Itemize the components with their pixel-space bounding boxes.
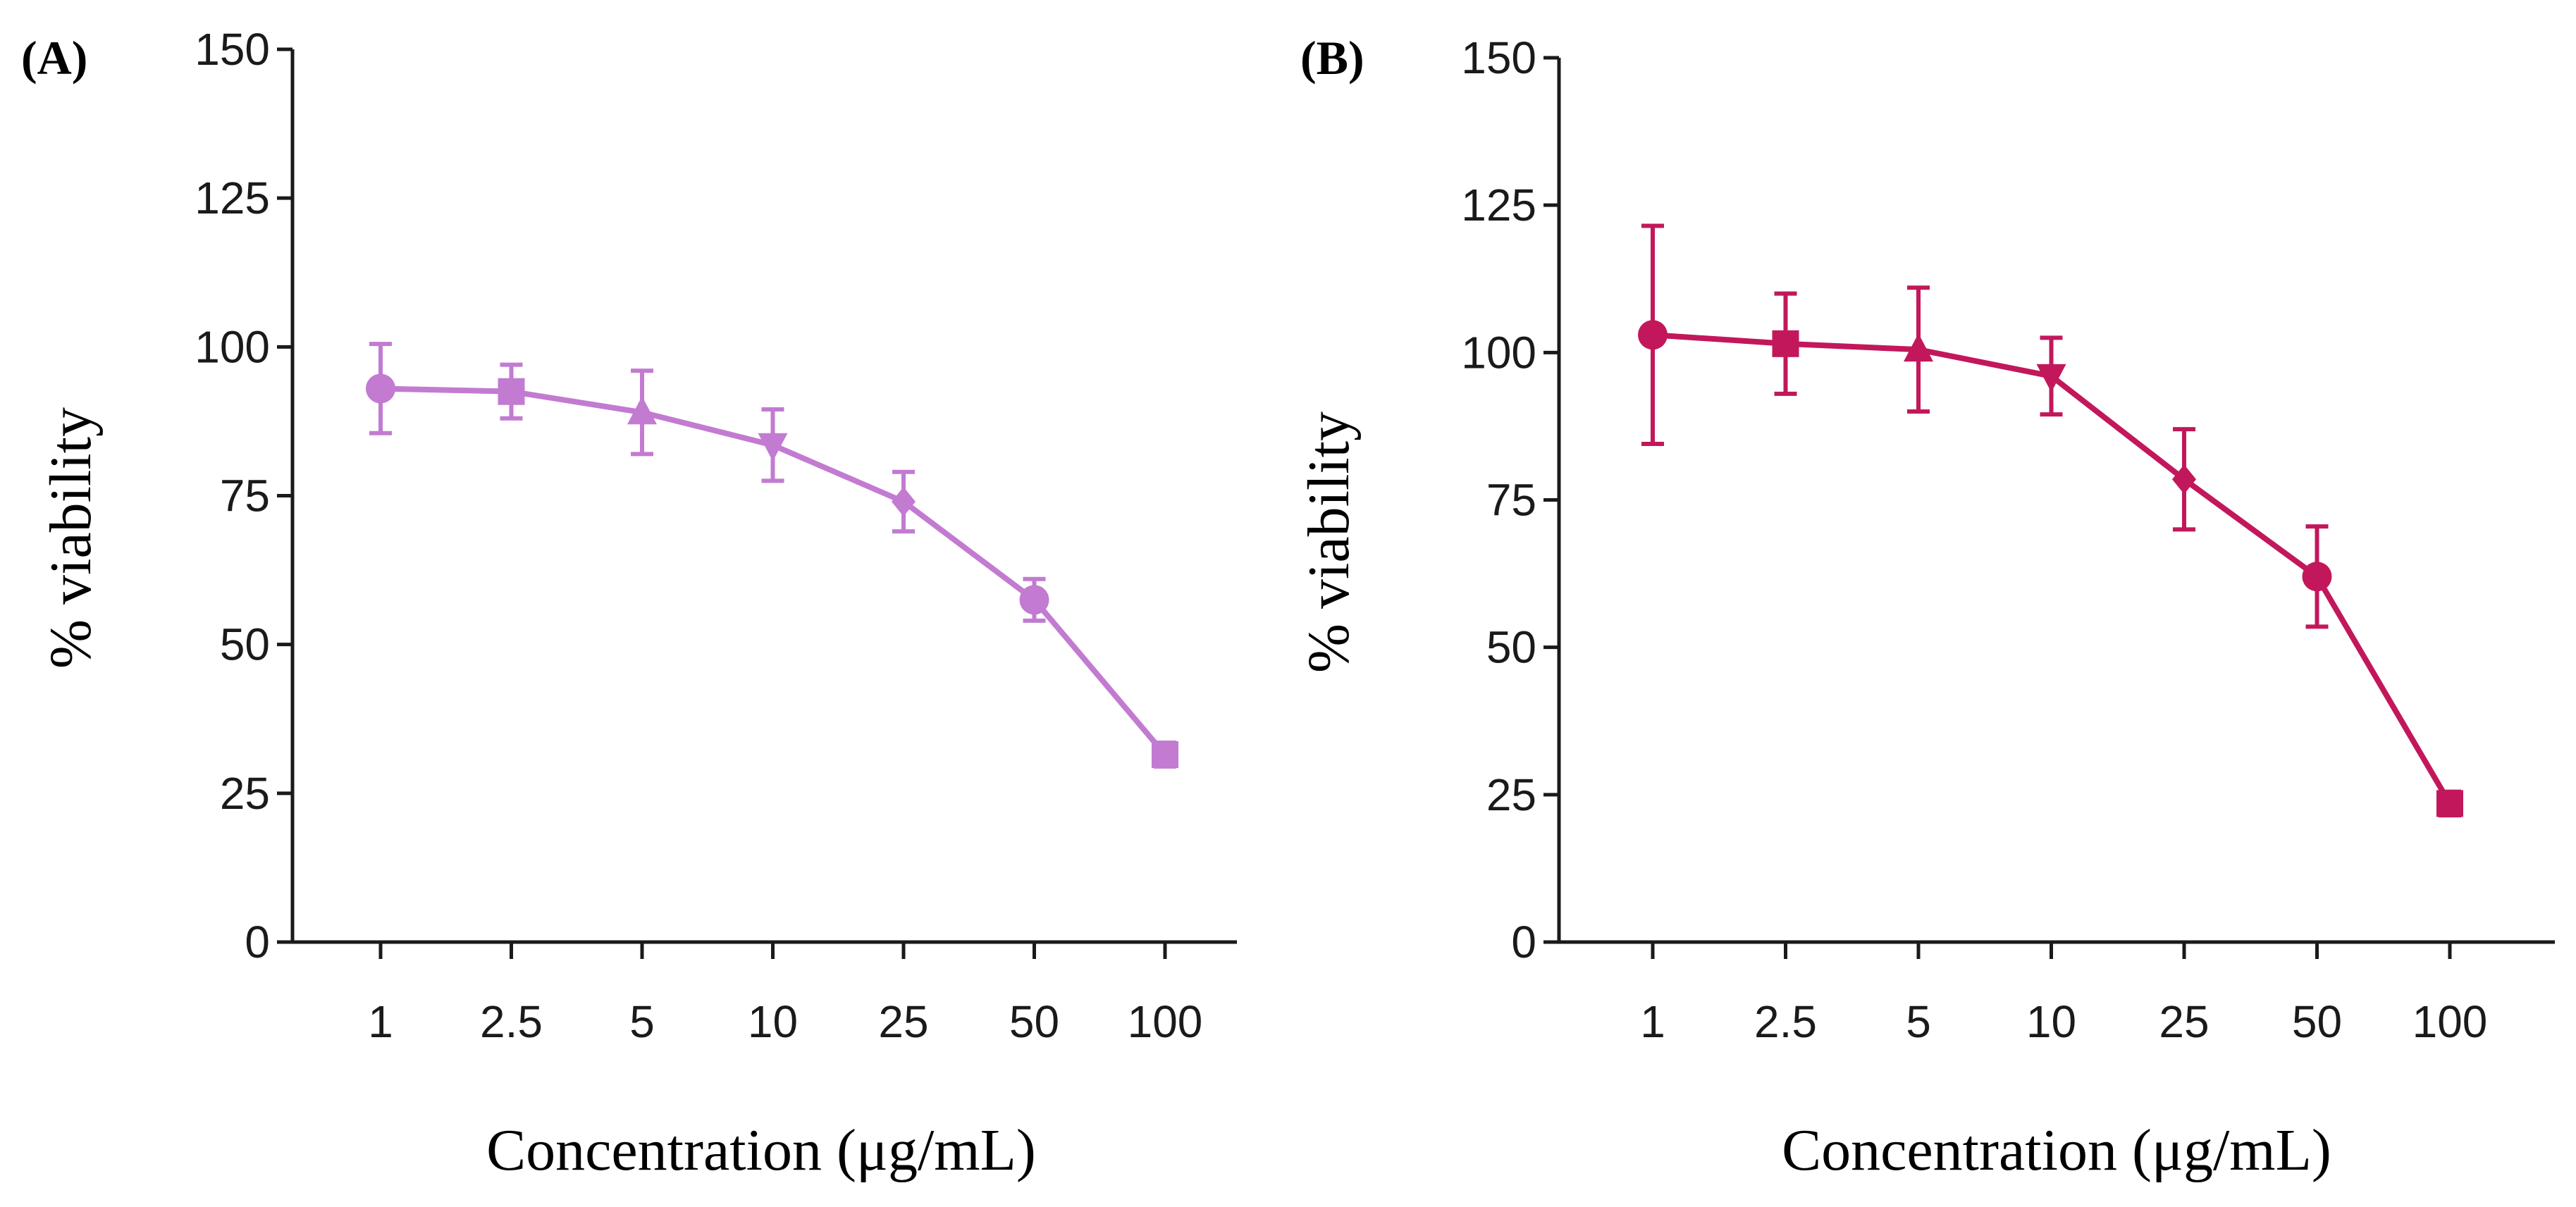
- x-tick-label: 25: [2159, 996, 2209, 1047]
- x-tick-label: 100: [2412, 996, 2488, 1047]
- y-tick-label: 125: [1461, 180, 1536, 230]
- y-tick-label: 0: [245, 917, 270, 967]
- y-tick-label: 125: [195, 173, 270, 223]
- y-tick-label: 75: [220, 471, 270, 521]
- x-axis-title: Concentration (μg/mL): [1782, 1118, 2331, 1183]
- data-point: [2436, 790, 2463, 817]
- data-point: [1904, 333, 1933, 362]
- panel-a: (A) 0 25 50 75 100 125 150 1 2.5 5 10 25 50 100 Concent…: [21, 24, 1237, 1183]
- y-tick-label: 75: [1486, 475, 1536, 526]
- data-point: [892, 486, 916, 516]
- data-point: [1019, 585, 1049, 615]
- data-point: [2036, 364, 2066, 392]
- x-tick-label: 5: [629, 996, 655, 1047]
- y-axis-title: % viability: [1296, 411, 1362, 673]
- data-point: [366, 373, 395, 404]
- data-point: [1152, 741, 1178, 768]
- x-tick-label: 10: [748, 996, 798, 1047]
- y-tick-label: 0: [1511, 917, 1536, 967]
- x-tick-label: 2.5: [480, 996, 543, 1047]
- x-tick-label: 50: [1009, 996, 1059, 1047]
- data-point: [627, 396, 657, 425]
- y-tick-label: 150: [1461, 32, 1536, 83]
- y-axis-title: % viability: [38, 407, 104, 669]
- y-tick-label: 50: [220, 619, 270, 670]
- data-point: [1772, 330, 1799, 357]
- y-tick-label: 150: [195, 24, 270, 75]
- data-point: [2302, 562, 2332, 592]
- x-tick-label: 50: [2292, 996, 2342, 1047]
- y-tick-label: 50: [1486, 622, 1536, 673]
- x-tick-label: 25: [878, 996, 928, 1047]
- data-point: [498, 378, 525, 405]
- data-point: [2172, 464, 2196, 495]
- data-point: [758, 433, 788, 462]
- x-tick-label: 1: [1640, 996, 1665, 1047]
- x-tick-label: 5: [1906, 996, 1931, 1047]
- panel-label: (A): [21, 31, 87, 85]
- y-tick-label: 25: [1486, 769, 1536, 820]
- x-tick-label: 100: [1128, 996, 1203, 1047]
- x-tick-label: 2.5: [1754, 996, 1817, 1047]
- data-point: [1638, 320, 1668, 350]
- panel-b: (B) 0 25 50 75 100 125 150 1 2.5 5 10 25 50 100 Concent…: [1296, 31, 2555, 1183]
- y-tick-label: 100: [1461, 327, 1536, 378]
- panel-label: (B): [1300, 31, 1364, 85]
- x-axis-title: Concentration (μg/mL): [486, 1118, 1036, 1183]
- y-tick-label: 25: [220, 768, 270, 819]
- x-tick-label: 10: [2026, 996, 2076, 1047]
- y-tick-label: 100: [195, 321, 270, 372]
- x-tick-label: 1: [368, 996, 393, 1047]
